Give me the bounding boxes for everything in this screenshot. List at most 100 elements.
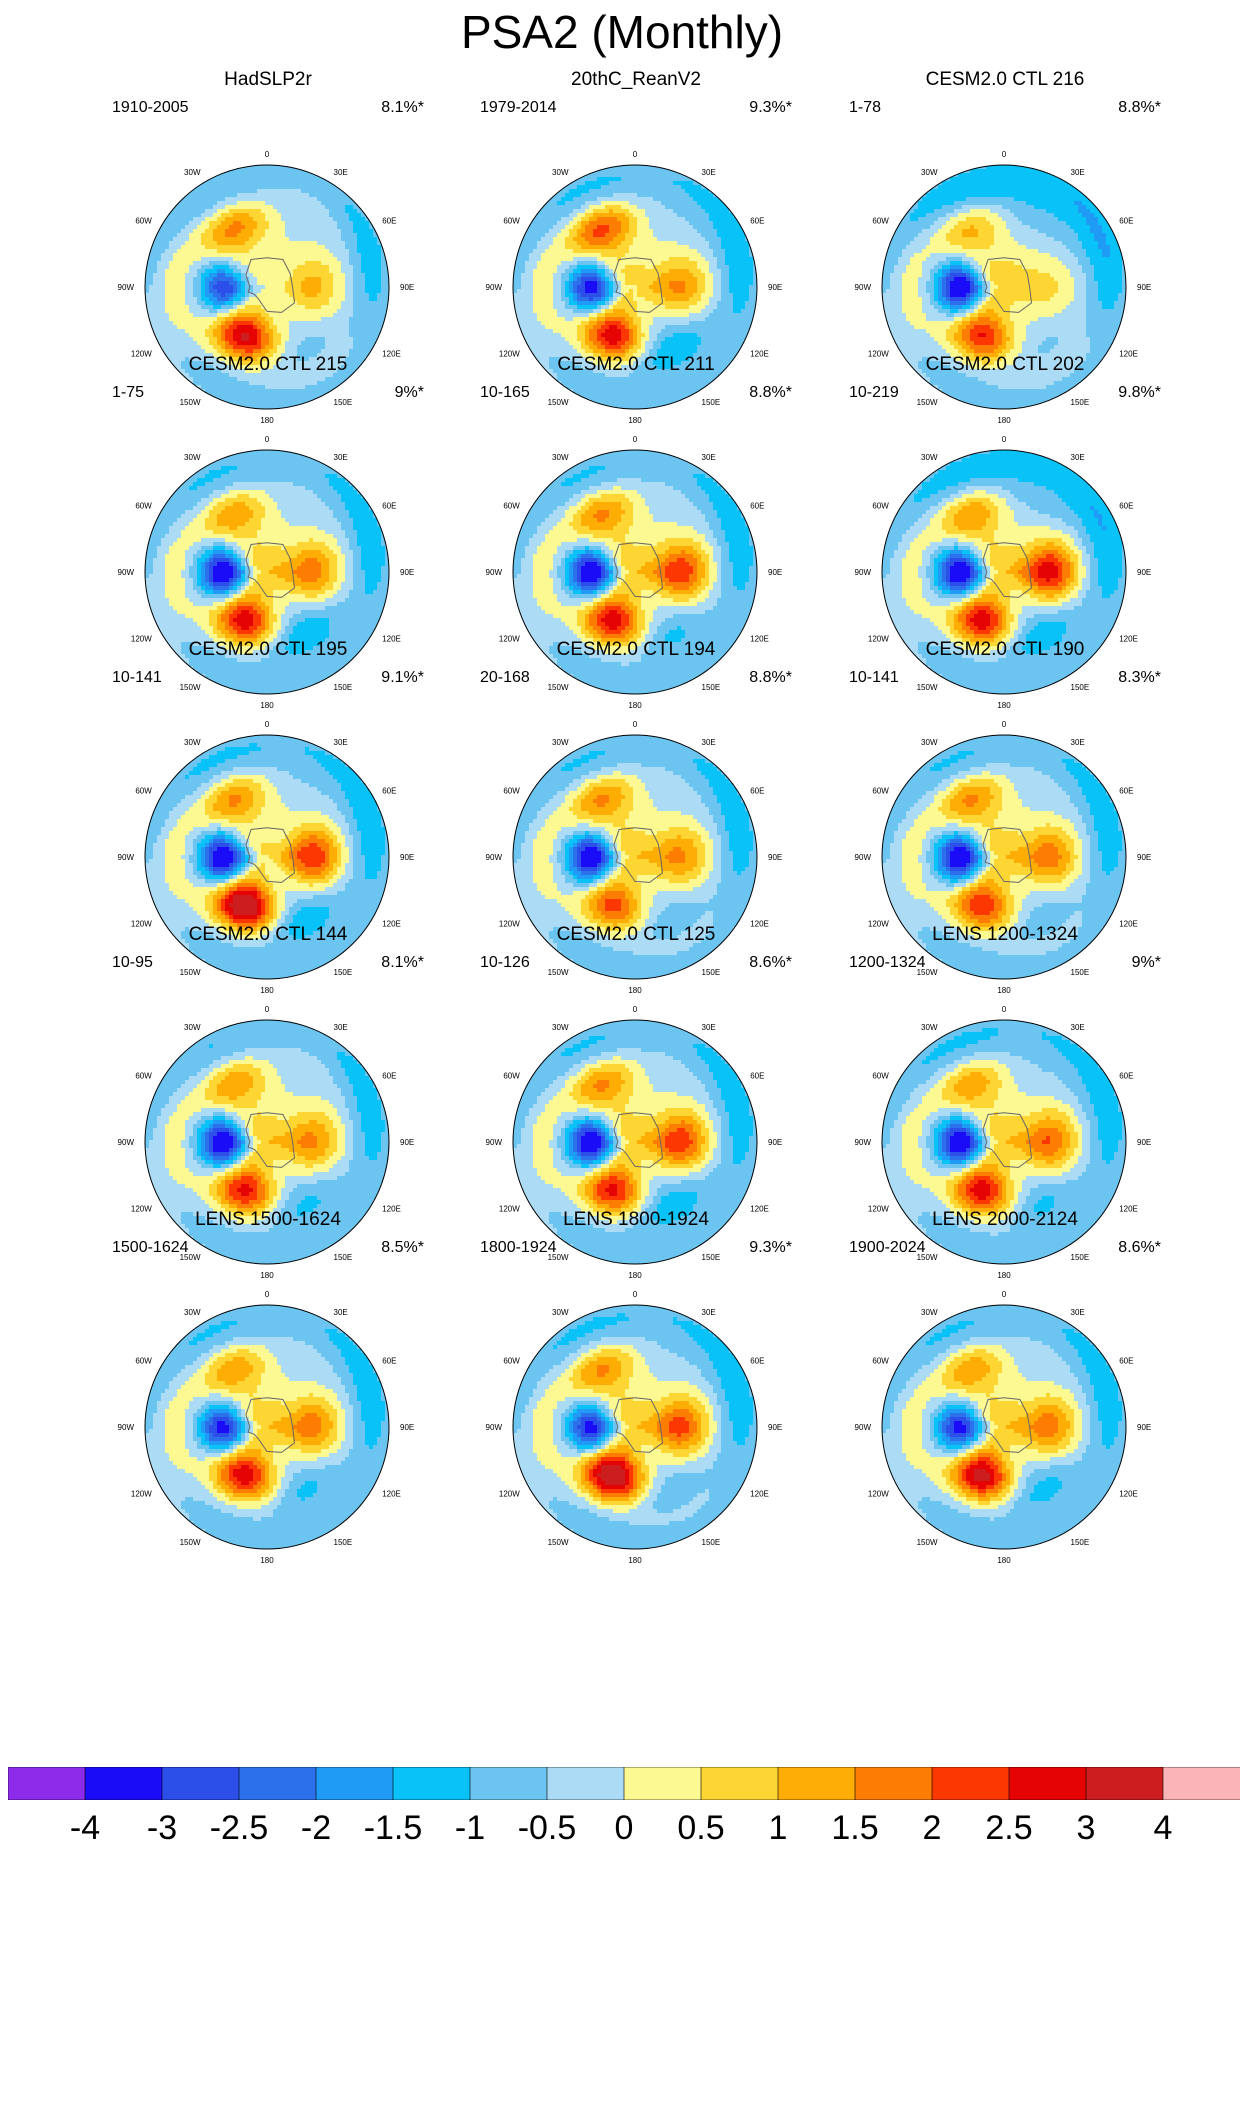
longitude-label: 120E (382, 1490, 401, 1499)
antarctica-coastline (982, 1112, 1033, 1168)
panel-period: 1800-1924 (480, 1238, 557, 1258)
longitude-label: 30W (552, 1023, 569, 1032)
polar-map: 0 30E 60E 90E 120E 150E 180 150W 120W 90W 60W 30W (855, 435, 1152, 710)
longitude-label: 0 (633, 1005, 638, 1014)
antarctica-coastline (613, 1397, 664, 1453)
panel-variance: 8.1%* (381, 953, 424, 973)
panel-variance: 9.3%* (749, 1238, 792, 1258)
longitude-label: 150E (334, 1253, 353, 1262)
colorbar-tick-label: -2 (301, 1808, 331, 1848)
longitude-label: 30E (702, 738, 716, 747)
longitude-label: 60W (135, 1072, 152, 1081)
panel-variance: 8.1%* (381, 98, 424, 118)
longitude-label: 60E (750, 217, 764, 226)
map-panel: 0 30E 60E 90E 120E 150E 180 150W 120W 90W 60W 30W CE… (446, 638, 826, 1018)
longitude-label: 120W (499, 1490, 520, 1499)
map-boundary (512, 164, 758, 410)
longitude-label: 90W (118, 568, 135, 577)
longitude-label: 120E (1119, 920, 1138, 929)
polar-map: 0 30E 60E 90E 120E 150E 180 150W 120W 90W 60W 30W (855, 1005, 1152, 1280)
longitude-label: 90E (400, 853, 414, 862)
longitude-label: 120E (750, 920, 769, 929)
antarctica-coastline (613, 257, 664, 313)
panel-title: LENS 1200-1324 (815, 923, 1195, 947)
longitude-label: 120E (382, 350, 401, 359)
longitude-label: 60W (503, 1072, 520, 1081)
antarctica-coastline (982, 827, 1033, 883)
colorbar-swatch (1008, 1767, 1087, 1800)
longitude-label: 90W (486, 1138, 503, 1147)
longitude-label: 90E (1137, 568, 1151, 577)
colorbar-tick-label: -0.5 (518, 1808, 577, 1848)
map-panel: 0 30E 60E 90E 120E 150E 180 150W 120W 90W 60W 30W LE… (815, 1208, 1195, 1588)
longitude-label: 120W (868, 350, 889, 359)
map-panel: 0 30E 60E 90E 120E 150E 180 150W 120W 90W 60W 30W CE… (815, 638, 1195, 1018)
panel-period: 1-75 (112, 383, 144, 403)
panel-title: LENS 1500-1624 (78, 1208, 458, 1232)
longitude-label: 180 (260, 986, 274, 995)
longitude-label: 30E (702, 1023, 716, 1032)
contour-field (145, 165, 389, 409)
longitude-label: 0 (633, 150, 638, 159)
longitude-label: 60E (382, 787, 396, 796)
colorbar-labels: -4 -3 -2.5 -2 -1.5 -1 -0.5 0 0.5 1 1.5 2 2.5 3 4 (0, 1800, 1244, 1860)
longitude-label: 150W (917, 1253, 938, 1262)
longitude-label: 90E (768, 853, 782, 862)
longitude-label: 30E (702, 453, 716, 462)
longitude-label: 60E (750, 502, 764, 511)
longitude-label: 30E (334, 453, 348, 462)
map-boundary (144, 449, 390, 695)
longitude-label: 90W (118, 283, 135, 292)
longitude-label: 150E (1071, 1538, 1090, 1547)
colorbar-swatch (238, 1767, 317, 1800)
longitude-label: 0 (1002, 720, 1007, 729)
map-boundary (512, 1304, 758, 1550)
longitude-label: 60E (1119, 1357, 1133, 1366)
longitude-label: 150E (334, 398, 353, 407)
panel-title: LENS 2000-2124 (815, 1208, 1195, 1232)
longitude-label: 120E (750, 1490, 769, 1499)
longitude-label: 120W (131, 920, 152, 929)
longitude-label: 90W (118, 1423, 135, 1432)
panel-period: 10-141 (112, 668, 162, 688)
contour-field (882, 450, 1126, 694)
longitude-label: 30E (1071, 1023, 1085, 1032)
longitude-label: 90E (400, 283, 414, 292)
antarctica-coastline (245, 1397, 296, 1453)
longitude-label: 30W (184, 738, 201, 747)
panel-title: LENS 1800-1924 (446, 1208, 826, 1232)
longitude-label: 120E (750, 350, 769, 359)
longitude-label: 150W (548, 398, 569, 407)
map-panel: 0 30E 60E 90E 120E 150E 180 150W 120W 90W 60W 30W CE… (815, 353, 1195, 733)
longitude-label: 180 (628, 986, 642, 995)
longitude-label: 150E (334, 683, 353, 692)
colorbar-tick-label: 1.5 (831, 1808, 878, 1848)
longitude-label: 120E (1119, 1490, 1138, 1499)
longitude-label: 90E (1137, 853, 1151, 862)
longitude-label: 150W (180, 1253, 201, 1262)
panel-period: 20-168 (480, 668, 530, 688)
longitude-label: 30E (334, 1023, 348, 1032)
panel-variance: 8.8%* (749, 383, 792, 403)
longitude-label: 60E (750, 1357, 764, 1366)
panel-title: CESM2.0 CTL 195 (78, 638, 458, 662)
longitude-label: 30W (552, 168, 569, 177)
antarctica-coastline (613, 827, 664, 883)
longitude-label: 120W (868, 1205, 889, 1214)
panel-variance: 9.8%* (1118, 383, 1161, 403)
longitude-label: 150E (334, 1538, 353, 1547)
longitude-label: 60E (750, 1072, 764, 1081)
longitude-label: 0 (633, 435, 638, 444)
longitude-label: 60E (382, 1072, 396, 1081)
longitude-label: 60W (872, 217, 889, 226)
map-panel: 0 30E 60E 90E 120E 150E 180 150W 120W 90W 60W 30W CE… (446, 923, 826, 1303)
longitude-label: 60W (503, 1357, 520, 1366)
longitude-label: 30E (334, 738, 348, 747)
panel-title: CESM2.0 CTL 190 (815, 638, 1195, 662)
antarctica-coastline (982, 542, 1033, 598)
longitude-label: 30W (921, 738, 938, 747)
panel-period: 1910-2005 (112, 98, 189, 118)
longitude-label: 120W (131, 350, 152, 359)
panel-period: 10-219 (849, 383, 899, 403)
longitude-label: 30W (921, 168, 938, 177)
